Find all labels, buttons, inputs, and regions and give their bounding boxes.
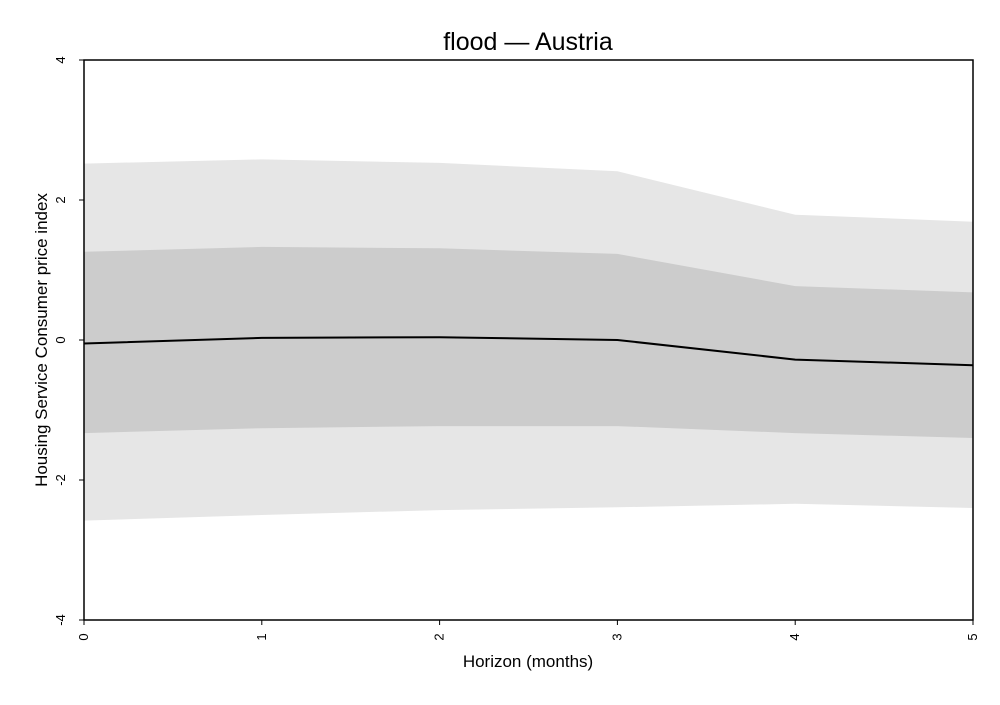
estimate-line xyxy=(83,336,974,367)
x-tick-label: 3 xyxy=(609,633,624,640)
y-tick-label: -4 xyxy=(53,614,68,626)
axis-ticks: -4 -2 0 2 4 0 1 2 3 4 5 xyxy=(53,56,980,640)
y-tick-label: -2 xyxy=(53,474,68,486)
chart-title: flood — Austria xyxy=(443,28,613,56)
x-tick-label: 5 xyxy=(965,633,980,640)
inner-band xyxy=(84,246,973,438)
y-tick-label: 2 xyxy=(53,196,68,203)
x-tick-label: 1 xyxy=(254,633,269,640)
y-tick-label: 0 xyxy=(53,336,68,343)
estimate-line-layer xyxy=(83,336,974,367)
x-tick-label: 4 xyxy=(787,633,802,640)
confidence-bands xyxy=(84,159,973,521)
x-tick-label: 2 xyxy=(432,633,447,640)
y-axis-label: Housing Service Consumer price index xyxy=(32,193,51,487)
y-tick-label: 4 xyxy=(53,56,68,63)
x-axis-label: Horizon (months) xyxy=(463,652,593,671)
x-tick-label: 0 xyxy=(76,633,91,640)
